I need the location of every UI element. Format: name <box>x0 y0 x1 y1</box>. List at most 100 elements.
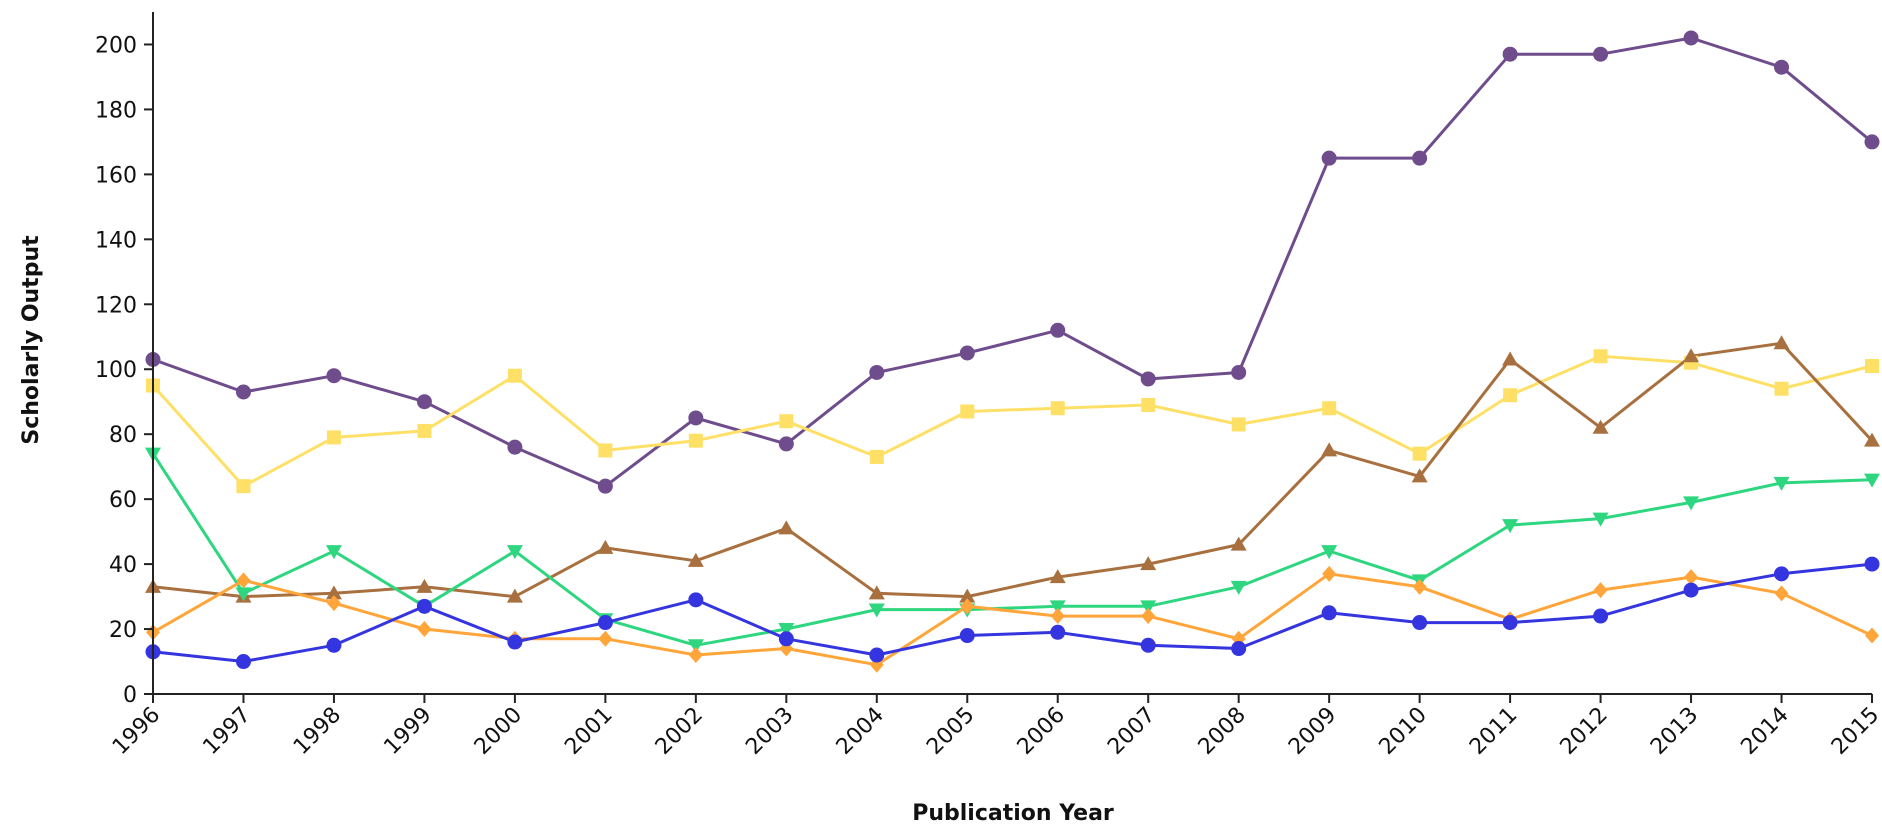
series-5-point <box>1774 585 1789 602</box>
series-3-point <box>1864 432 1880 447</box>
series-3-point <box>1502 351 1519 366</box>
x-tick-label: 2003 <box>741 703 798 760</box>
y-tick-label: 80 <box>109 423 137 448</box>
series-6-point <box>597 615 613 631</box>
x-tick-label: 2001 <box>560 703 617 760</box>
series-6-point <box>1412 615 1428 631</box>
series-4-point <box>687 639 704 654</box>
y-tick-label: 60 <box>109 488 137 513</box>
series-6-point <box>507 634 523 650</box>
x-tick-label: 2014 <box>1736 703 1793 760</box>
x-tick-label: 2002 <box>651 703 708 760</box>
x-tick-label: 1996 <box>108 703 165 760</box>
series-5-point <box>960 598 975 615</box>
series-1-point <box>869 364 885 380</box>
series-2-point <box>1050 401 1065 416</box>
series-3-point <box>687 552 704 567</box>
series-2-point <box>688 433 703 448</box>
x-tick-label: 1999 <box>379 703 436 760</box>
series-1-point <box>1683 30 1699 46</box>
series-4-point <box>325 545 342 560</box>
series-2-point <box>869 449 884 464</box>
series-1-point <box>1231 364 1247 380</box>
series-1-point <box>1050 322 1066 338</box>
series-1-point <box>235 384 251 400</box>
series-6-point <box>1140 637 1156 653</box>
x-tick-label: 2005 <box>922 703 979 760</box>
y-tick-label: 40 <box>109 553 137 578</box>
series-4-point <box>1773 476 1790 491</box>
series-3-point <box>778 520 795 535</box>
series-4-point <box>1049 600 1066 615</box>
series-6-point <box>1321 605 1337 621</box>
series-6-point <box>416 598 432 614</box>
series-3-point <box>506 588 523 603</box>
series-1-point <box>507 439 523 455</box>
series-6-point <box>1864 556 1880 572</box>
series-2-point <box>1412 446 1427 461</box>
series-6-point <box>326 637 342 653</box>
series-3-point <box>1140 556 1157 571</box>
series-3-point <box>1773 335 1790 350</box>
series-4-point <box>1864 473 1880 488</box>
series-2-point <box>1231 417 1246 432</box>
x-tick-label: 2007 <box>1103 703 1160 760</box>
x-tick-label: 2013 <box>1646 703 1703 760</box>
series-1-point <box>959 345 975 361</box>
y-tick-label: 20 <box>109 618 137 643</box>
x-tick-label: 2011 <box>1465 703 1522 760</box>
x-tick-label: 2000 <box>470 703 527 760</box>
series-6-point <box>778 631 794 647</box>
y-axis-title: Scholarly Output <box>19 235 44 445</box>
x-tick-label: 2006 <box>1013 703 1070 760</box>
series-5-point <box>236 572 251 589</box>
series-1-point <box>1502 46 1518 62</box>
series-3-point <box>1411 468 1428 483</box>
series-1-point <box>597 478 613 494</box>
series-3-point <box>416 578 433 593</box>
series-2-point <box>1593 349 1608 364</box>
series-5-point <box>1865 627 1879 644</box>
series-4-point <box>1321 545 1338 560</box>
series-3-point <box>325 585 342 600</box>
y-tick-label: 0 <box>123 683 137 708</box>
series-1-point <box>326 368 342 384</box>
series-2-point <box>1141 397 1156 412</box>
x-axis-title: Publication Year <box>912 801 1114 825</box>
series-1-line <box>152 36 1873 488</box>
series-4-point <box>235 587 252 602</box>
series-6-point <box>1683 582 1699 598</box>
x-tick-label: 2012 <box>1556 703 1613 760</box>
series-3-point <box>1049 569 1066 584</box>
series-1-point <box>688 410 704 426</box>
series-6-point <box>959 628 975 644</box>
series-4-point <box>1502 519 1519 534</box>
series-2-point <box>236 479 251 494</box>
x-tick-label: 1997 <box>198 703 255 760</box>
series-5-line <box>152 572 1873 667</box>
series-3-point <box>1592 419 1609 434</box>
series-1-point <box>1864 134 1880 150</box>
series-4-point <box>1683 496 1700 511</box>
series-5-point <box>1322 565 1337 582</box>
series-2-point <box>1322 401 1337 416</box>
series-4-point <box>778 623 795 638</box>
axes: 0 20 40 60 80 100 120 140 160 180 200 1996 1997 1998 1… <box>95 12 1882 760</box>
series-3-point <box>1230 536 1247 551</box>
series-5-point <box>1141 608 1156 625</box>
series-3-point <box>1321 442 1338 457</box>
y-tick-label: 140 <box>95 228 137 253</box>
series-markers <box>145 30 1880 673</box>
series-5-point <box>1050 608 1065 625</box>
series-2-point <box>1774 381 1789 396</box>
series-3-point <box>597 539 614 554</box>
series-2-point <box>417 423 432 438</box>
series-6-point <box>1231 641 1247 657</box>
series-4-point <box>868 603 885 618</box>
series-4-line <box>151 452 1873 647</box>
x-tick-label: 1998 <box>289 703 346 760</box>
x-tick-label: 2008 <box>1194 703 1251 760</box>
series-2-point <box>1865 358 1879 373</box>
series-5-point <box>1593 582 1608 599</box>
